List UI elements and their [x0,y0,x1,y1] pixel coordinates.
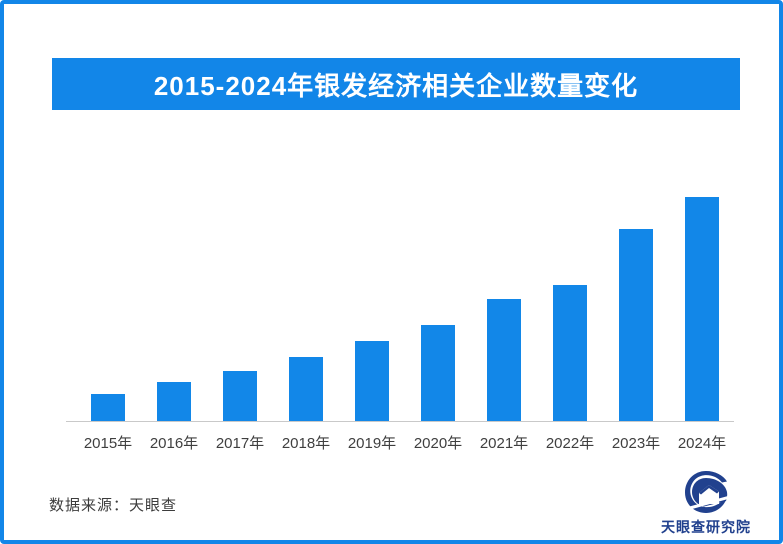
chart-title-banner: 2015-2024年银发经济相关企业数量变化 [52,58,740,110]
logo-label: 天眼查研究院 [661,519,751,535]
tianyancha-logo: 天眼查研究院 [656,468,756,537]
data-source-label: 数据来源：天眼查 [49,497,178,514]
bar-2018年 [289,356,323,421]
tianyancha-logo-icon [684,471,728,513]
x-axis-label: 2022年 [545,435,595,452]
bar-2021年 [487,298,521,421]
bar-2019年 [355,341,389,421]
bar-chart [66,197,734,422]
bar-2017年 [223,370,257,421]
bar-2016年 [157,382,191,421]
bar-2023年 [619,229,653,421]
x-axis-label: 2020年 [413,435,463,452]
bar-2020年 [421,324,455,421]
bar-2022年 [553,285,587,421]
x-axis-label: 2015年 [83,435,133,452]
page-title: 2015-2024年银发经济相关企业数量变化 [153,70,639,101]
x-axis-label: 2017年 [215,435,265,452]
bar-2024年 [685,197,719,421]
x-axis: 2015年 2016年 2017年 2018年 2019年 2020年 2021年 2022年… [66,432,734,454]
x-axis-label: 2024年 [677,435,727,452]
x-axis-label: 2016年 [149,435,199,452]
x-axis-label: 2021年 [479,435,529,452]
x-axis-label: 2019年 [347,435,397,452]
bar-2015年 [91,393,125,421]
x-axis-label: 2023年 [611,435,661,452]
x-axis-label: 2018年 [281,435,331,452]
